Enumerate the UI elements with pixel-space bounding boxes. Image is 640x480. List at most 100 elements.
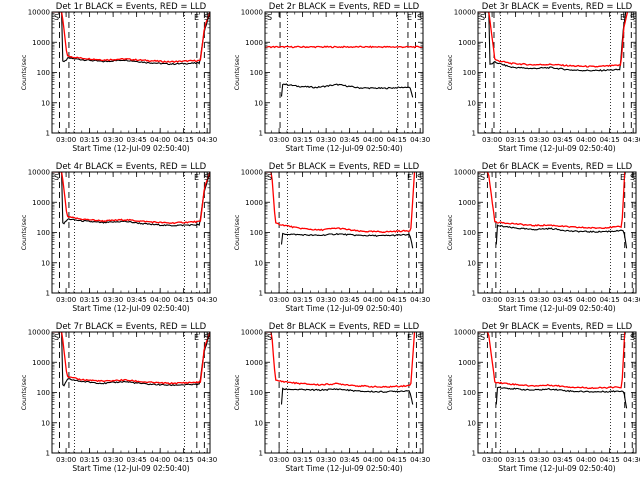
chart-title: Det 5r BLACK = Events, RED = LLD	[269, 162, 420, 172]
end-marker: E	[620, 13, 625, 22]
end-marker: E	[620, 333, 625, 342]
x-tick-label: 04:15	[387, 296, 407, 304]
series-red	[478, 172, 626, 230]
y-tick-label: 1000	[458, 199, 476, 207]
y-axis-label: Counts/sec	[20, 214, 28, 250]
x-tick-label: 03:45	[340, 456, 360, 464]
y-axis-label: Counts/sec	[20, 54, 28, 90]
x-tick-label: 03:00	[482, 296, 502, 304]
x-tick-label: 03:15	[80, 296, 100, 304]
y-tick-label: 1000	[458, 39, 476, 47]
x-tick-label: 03:15	[293, 296, 313, 304]
plot-frame	[477, 331, 637, 454]
chart-title: Det 2r BLACK = Events, RED = LLD	[269, 2, 420, 12]
x-tick-label: 04:00	[363, 296, 383, 304]
y-tick-label: 10000	[241, 9, 263, 17]
x-tick-label: 04:15	[174, 296, 194, 304]
y-tick-label: 10000	[454, 169, 476, 177]
y-tick-label: 1000	[32, 359, 50, 367]
y-tick-label: 10000	[28, 329, 50, 337]
plot-area	[478, 12, 632, 133]
plot-frame	[477, 11, 637, 134]
x-tick-label: 04:00	[363, 136, 383, 144]
x-tick-label: 03:30	[103, 136, 123, 144]
series-black	[280, 232, 414, 249]
x-tick-label: 04:15	[174, 456, 194, 464]
y-axis-label: Counts/sec	[20, 374, 28, 410]
x-tick-label: 04:15	[600, 136, 620, 144]
y-tick-label: 1000	[245, 199, 263, 207]
chart-title: Det 7r BLACK = Events, RED = LLD	[56, 322, 207, 332]
x-tick-label: 03:45	[127, 456, 147, 464]
x-tick-label: 04:30	[623, 456, 640, 464]
chart-title: Det 3r BLACK = Events, RED = LLD	[482, 2, 633, 12]
x-axis-label: Start Time (12-Jul-09 02:50:40)	[285, 304, 402, 313]
series-red	[265, 332, 416, 389]
chart-panel-8r: Det 8r BLACK = Events, RED = LLD 1 10 100 10…	[233, 322, 430, 473]
y-tick-label: 1	[259, 290, 263, 298]
y-tick-label: 1	[46, 290, 50, 298]
y-tick-label: 1	[472, 450, 476, 458]
x-axis-label: Start Time (12-Jul-09 02:50:40)	[72, 144, 189, 153]
x-tick-label: 03:00	[56, 296, 76, 304]
y-tick-label: 10	[467, 419, 476, 427]
x-tick-label: 03:30	[529, 456, 549, 464]
start-marker: S	[267, 173, 272, 182]
restart-marker: S	[630, 13, 635, 22]
x-tick-label: 03:15	[293, 136, 313, 144]
y-tick-label: 1	[259, 450, 263, 458]
x-tick-label: 03:30	[316, 136, 336, 144]
y-tick-label: 1	[472, 130, 476, 138]
plot-area	[265, 332, 417, 453]
chart-panel-5r: Det 5r BLACK = Events, RED = LLD 1 10 100 10…	[233, 162, 430, 313]
restart-marker: S	[204, 13, 209, 22]
y-axis-label: Counts/sec	[446, 214, 454, 250]
y-tick-label: 10	[41, 419, 50, 427]
y-tick-label: 1000	[32, 39, 50, 47]
y-tick-label: 1	[259, 130, 263, 138]
start-marker: S	[480, 13, 485, 22]
x-tick-label: 04:30	[410, 456, 430, 464]
chart-title: Det 8r BLACK = Events, RED = LLD	[269, 322, 420, 332]
y-tick-label: 10000	[241, 169, 263, 177]
plot-frame	[51, 331, 211, 454]
y-tick-label: 10000	[454, 9, 476, 17]
end-marker: E	[194, 333, 199, 342]
y-tick-label: 1000	[32, 199, 50, 207]
y-tick-label: 10	[467, 99, 476, 107]
plot-frame	[264, 171, 424, 294]
restart-marker: S	[204, 333, 209, 342]
end-marker: E	[620, 173, 625, 182]
x-tick-label: 04:30	[197, 296, 217, 304]
x-tick-label: 04:30	[623, 296, 640, 304]
series-red	[52, 332, 210, 385]
x-tick-label: 03:00	[482, 136, 502, 144]
y-tick-label: 100	[250, 389, 263, 397]
x-tick-label: 04:00	[576, 136, 596, 144]
y-tick-label: 100	[37, 229, 50, 237]
x-tick-label: 03:45	[553, 296, 573, 304]
plot-area	[52, 12, 210, 133]
y-tick-label: 1	[46, 450, 50, 458]
series-black	[280, 83, 414, 98]
y-axis-label: Counts/sec	[446, 54, 454, 90]
x-tick-label: 04:00	[150, 136, 170, 144]
x-tick-label: 04:15	[387, 456, 407, 464]
plot-frame	[51, 11, 211, 134]
series-red	[265, 172, 416, 234]
y-tick-label: 10	[41, 99, 50, 107]
chart-panel-4r: Det 4r BLACK = Events, RED = LLD 1 10 100 10…	[20, 162, 217, 313]
x-axis-label: Start Time (12-Jul-09 02:50:40)	[498, 304, 615, 313]
x-axis-label: Start Time (12-Jul-09 02:50:40)	[285, 464, 402, 473]
chart-panel-1r: Det 1r BLACK = Events, RED = LLD 1 10 100 10…	[20, 2, 217, 153]
y-tick-label: 10000	[454, 329, 476, 337]
end-marker: E	[194, 173, 199, 182]
plot-area	[478, 172, 633, 293]
x-tick-label: 03:45	[127, 296, 147, 304]
plot-area	[478, 332, 633, 453]
plot-frame	[477, 171, 637, 294]
y-tick-label: 1000	[458, 359, 476, 367]
y-tick-label: 10	[467, 259, 476, 267]
chart-panel-3r: Det 3r BLACK = Events, RED = LLD 1 10 100 10…	[446, 2, 640, 153]
